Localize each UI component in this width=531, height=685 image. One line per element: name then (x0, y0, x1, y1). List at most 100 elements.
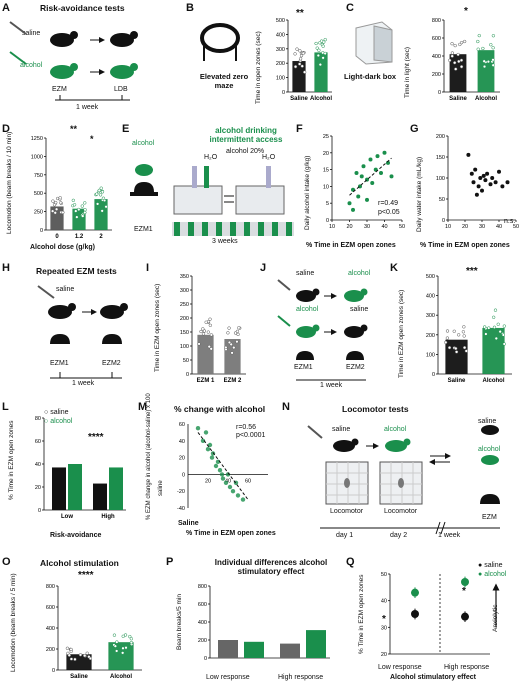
x-tick-label: 20 (205, 478, 211, 484)
data-point (205, 447, 211, 452)
y-tick-label: 0 (40, 228, 43, 234)
data-point (78, 653, 83, 657)
y-tick-label: 200 (276, 61, 285, 67)
panel-a-title: Risk-avoidance tests (40, 3, 125, 13)
panel-label-i: I (146, 262, 150, 274)
y-tick-label: 300 (426, 313, 435, 319)
data-point (237, 326, 241, 330)
data-point (207, 442, 213, 448)
data-point (488, 182, 493, 187)
data-point (356, 194, 361, 199)
data-point (454, 346, 458, 351)
bar (244, 641, 264, 658)
panel-n-week: 1 week (438, 532, 461, 539)
panel-a-schematic (9, 21, 138, 101)
data-point (217, 468, 223, 473)
y-tick-label: 200 (436, 134, 445, 140)
data-point (298, 57, 303, 61)
bar (314, 52, 328, 92)
data-point (236, 332, 240, 337)
data-point (319, 39, 324, 43)
y-tick-label: 100 (276, 76, 285, 82)
data-point (124, 646, 128, 650)
data-point (478, 176, 483, 180)
panel-n-alcohol-2: alcohol (478, 446, 501, 453)
data-point (453, 61, 457, 65)
panel-f-r: r=0.49 (378, 200, 399, 207)
panel-label-e: E (122, 123, 130, 135)
data-point (450, 54, 454, 58)
y-tick-label: 0 (438, 90, 441, 96)
y-tick-label: 15 (323, 168, 329, 174)
data-point (99, 186, 103, 190)
data-point (227, 326, 231, 330)
data-point (476, 47, 480, 51)
x-tick-label: 2 (99, 234, 103, 240)
panel-o-chart: 0 200 400 600 800 Saline Alcohol (46, 584, 142, 680)
panel-e-h2o-2: H₂O (262, 154, 276, 161)
data-point (482, 325, 487, 329)
data-point (368, 157, 373, 162)
data-point (230, 351, 234, 355)
data-point (482, 64, 487, 69)
data-point (87, 655, 91, 659)
panel-f-p: p<0.05 (378, 209, 400, 216)
data-point (454, 67, 458, 71)
data-point (232, 345, 236, 350)
data-point (69, 647, 73, 652)
panel-e-h2o-1: H₂O (204, 154, 218, 161)
data-point (225, 472, 231, 477)
syringe-icon (9, 21, 27, 65)
panel-n-title: Locomotor tests (342, 404, 409, 414)
bar (445, 339, 468, 374)
panel-l-xlabel: Risk-avoidance (50, 532, 102, 539)
y-tick-label: 0 (52, 668, 55, 674)
panel-h-title: Repeated EZM tests (36, 266, 117, 276)
y-tick-label: 800 (46, 584, 55, 590)
bar (93, 483, 107, 510)
panel-m-xlabel: % Time in EZM open zones (186, 530, 276, 537)
panel-label-a: A (2, 2, 10, 14)
panel-j-saline-2: saline (350, 306, 369, 313)
data-point (226, 331, 230, 335)
y-tick-label: 100 (426, 352, 435, 358)
panel-f-xlabel: % Time in EZM open zones (306, 242, 396, 249)
y-tick-label: 500 (276, 18, 285, 24)
y-tick-label: 400 (276, 32, 285, 38)
panel-d-xlabel: Alcohol dose (g/kg) (30, 244, 95, 251)
bar (197, 334, 214, 374)
data-point (456, 52, 460, 57)
y-tick-label: 600 (46, 605, 55, 611)
panel-label-b: B (186, 2, 194, 14)
y-tick-label: 1250 (31, 136, 43, 142)
y-tick-label: 50 (183, 358, 189, 364)
panel-f-chart: 0 5 10 15 20 25 10 20 30 40 50 (323, 134, 405, 230)
panel-label-l: L (2, 401, 9, 413)
zero-maze-icon (200, 23, 240, 61)
data-point (321, 44, 325, 48)
bar (52, 467, 66, 510)
data-point (303, 70, 307, 74)
panel-d-chart: 0 250 500 750 1000 1250 0 1.2 2 (31, 136, 112, 240)
x-tick-label: Saline (449, 96, 467, 102)
bar (449, 54, 467, 92)
data-point (448, 58, 452, 62)
data-point (209, 347, 213, 351)
data-point (491, 58, 495, 62)
data-point (81, 214, 85, 218)
panel-l-legend-alcohol: ○ alcohol (44, 418, 73, 425)
y-tick-label: 0 (282, 90, 285, 96)
panel-g-xlabel: % Time in EZM open zones (420, 242, 510, 249)
panel-e-schematic (130, 164, 294, 236)
panel-q-anx: Anxiolytic (492, 604, 499, 632)
data-point (487, 326, 491, 330)
y-tick-label: 0 (442, 218, 445, 224)
data-point (98, 193, 103, 197)
panel-p-chart: 0 200 400 600 800 (198, 584, 330, 662)
data-point (492, 315, 496, 319)
data-point (199, 329, 203, 334)
y-tick-label: 10 (323, 184, 329, 190)
panel-k-ylabel: Time in EZM open zones (sec) (398, 289, 405, 378)
y-tick-label: 250 (180, 302, 189, 308)
y-tick-label: 0 (432, 372, 435, 378)
